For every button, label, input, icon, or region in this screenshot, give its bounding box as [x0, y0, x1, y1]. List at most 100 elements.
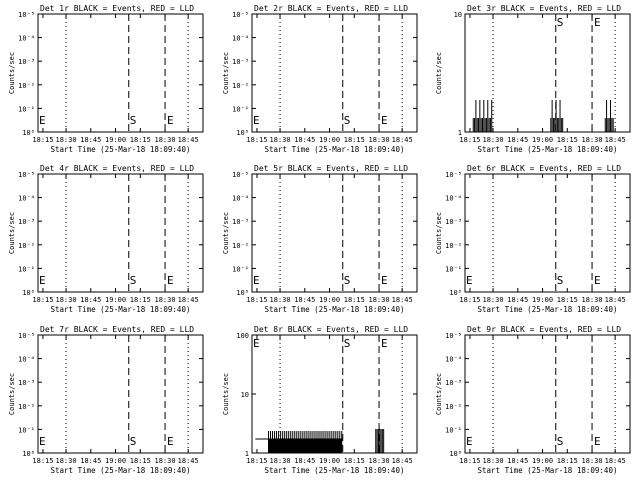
marker-s: S	[344, 337, 351, 350]
x-tick-label: 18:15	[246, 296, 267, 304]
plot-frame	[464, 13, 631, 133]
x-axis-label: Start Time (25-Mar-18 18:09:40)	[478, 466, 618, 475]
y-tick-label: 10⁻¹	[445, 426, 462, 434]
x-tick-label: 18:30	[270, 136, 291, 144]
x-tick-label: 18:30	[582, 136, 603, 144]
y-tick-label: 10⁻²	[445, 403, 462, 411]
panel-title: Det 4r BLACK = Events, RED = LLD	[40, 164, 194, 173]
x-tick-label: 18:15	[344, 457, 365, 465]
y-tick-label: 10⁻³	[232, 218, 249, 226]
y-tick-label: 10⁻²	[18, 242, 35, 250]
x-tick-label: 18:15	[459, 296, 480, 304]
panel-title: Det 2r BLACK = Events, RED = LLD	[254, 4, 408, 13]
y-axis-label: Counts/sec	[435, 373, 443, 415]
x-tick-label: 18:30	[56, 136, 77, 144]
marker-e: E	[594, 435, 601, 448]
y-tick-label: 10⁻⁵	[232, 171, 249, 179]
panel-title: Det 8r BLACK = Events, RED = LLD	[254, 325, 408, 334]
marker-e-left: E	[39, 274, 46, 287]
x-tick-label: 18:30	[270, 296, 291, 304]
x-tick-label: 18:15	[557, 457, 578, 465]
x-tick-label: 18:45	[80, 136, 101, 144]
plot-frame	[464, 173, 631, 293]
event-trace	[268, 429, 385, 453]
y-tick-label: 10⁰	[22, 129, 35, 137]
panel-det-3: Det 3r BLACK = Events, RED = LLD Counts/s…	[435, 4, 631, 154]
x-tick-label: 18:45	[80, 457, 101, 465]
panel-det-1: Det 1r BLACK = Events, RED = LLD Counts/s…	[8, 4, 204, 154]
marker-s: S	[130, 435, 137, 448]
x-tick-label: 18:30	[155, 136, 176, 144]
x-tick-label: 18:30	[582, 296, 603, 304]
x-tick-label: 18:15	[130, 457, 151, 465]
marker-e: E	[381, 114, 388, 127]
y-axis-label: Counts/sec	[435, 52, 443, 94]
y-tick-label: 10⁰	[236, 289, 249, 297]
x-axis-label: Start Time (25-Mar-18 18:09:40)	[265, 145, 405, 154]
marker-e-left: E	[39, 435, 46, 448]
y-tick-label: 10⁻⁵	[18, 171, 35, 179]
y-tick-label: 100	[236, 332, 249, 340]
plot-frame	[37, 173, 204, 293]
panel-title: Det 7r BLACK = Events, RED = LLD	[40, 325, 194, 334]
event-trace	[604, 100, 614, 132]
x-tick-label: 19:00	[105, 136, 126, 144]
x-tick-label: 18:15	[32, 296, 53, 304]
panel-det-2: Det 2r BLACK = Events, RED = LLD Counts/s…	[222, 4, 418, 154]
x-tick-label: 18:15	[130, 136, 151, 144]
y-tick-label: 10	[454, 11, 462, 19]
x-tick-label: 18:45	[178, 136, 199, 144]
x-tick-label: 18:15	[557, 296, 578, 304]
y-tick-label: 10⁻¹	[18, 105, 35, 113]
x-tick-label: 18:45	[507, 457, 528, 465]
x-tick-label: 18:15	[130, 296, 151, 304]
y-tick-label: 10⁻³	[18, 218, 35, 226]
x-axis-label: Start Time (25-Mar-18 18:09:40)	[265, 305, 405, 314]
x-tick-label: 18:30	[56, 457, 77, 465]
y-tick-label: 10⁻³	[232, 58, 249, 66]
plot-frame	[251, 13, 418, 133]
y-tick-label: 10⁰	[449, 289, 462, 297]
y-tick-label: 10⁻¹	[18, 426, 35, 434]
y-tick-label: 1	[245, 450, 249, 458]
x-tick-label: 19:00	[532, 296, 553, 304]
x-tick-label: 19:00	[319, 296, 340, 304]
x-tick-label: 18:45	[392, 457, 413, 465]
panel-det-7: Det 7r BLACK = Events, RED = LLD Counts/s…	[8, 325, 204, 475]
x-tick-label: 18:30	[369, 296, 390, 304]
y-tick-label: 10⁻³	[18, 379, 35, 387]
y-tick-label: 10⁻³	[445, 218, 462, 226]
x-tick-label: 18:30	[155, 457, 176, 465]
marker-s: S	[344, 114, 351, 127]
x-tick-label: 19:00	[105, 296, 126, 304]
x-tick-label: 18:30	[483, 136, 504, 144]
x-tick-label: 18:15	[459, 457, 480, 465]
x-tick-label: 18:30	[270, 457, 291, 465]
y-tick-label: 10⁻⁵	[18, 332, 35, 340]
y-tick-label: 10⁻⁴	[232, 35, 249, 43]
y-tick-label: 10⁻¹	[445, 265, 462, 273]
x-axis-label: Start Time (25-Mar-18 18:09:40)	[265, 466, 405, 475]
marker-e-left: E	[253, 114, 260, 127]
x-tick-label: 18:45	[507, 296, 528, 304]
x-tick-label: 19:00	[532, 136, 553, 144]
panel-det-9: Det 9r BLACK = Events, RED = LLD Counts/s…	[435, 325, 631, 475]
marker-e-left: E	[39, 114, 46, 127]
x-tick-label: 19:00	[532, 457, 553, 465]
y-tick-label: 10⁰	[449, 450, 462, 458]
marker-e: E	[167, 435, 174, 448]
y-tick-label: 10⁻²	[18, 403, 35, 411]
marker-e: E	[381, 274, 388, 287]
panel-det-6: Det 6r BLACK = Events, RED = LLD Counts/s…	[435, 164, 631, 314]
y-tick-label: 10⁻⁴	[445, 356, 462, 364]
y-tick-label: 10⁰	[22, 450, 35, 458]
y-tick-label: 10⁻²	[445, 242, 462, 250]
plot-frame	[37, 334, 204, 454]
panel-det-4: Det 4r BLACK = Events, RED = LLD Counts/s…	[8, 164, 204, 314]
x-tick-label: 18:30	[483, 457, 504, 465]
y-axis-label: Counts/sec	[435, 212, 443, 254]
y-tick-label: 10	[241, 391, 249, 399]
x-tick-label: 18:45	[605, 296, 626, 304]
y-tick-label: 10⁻¹	[232, 105, 249, 113]
